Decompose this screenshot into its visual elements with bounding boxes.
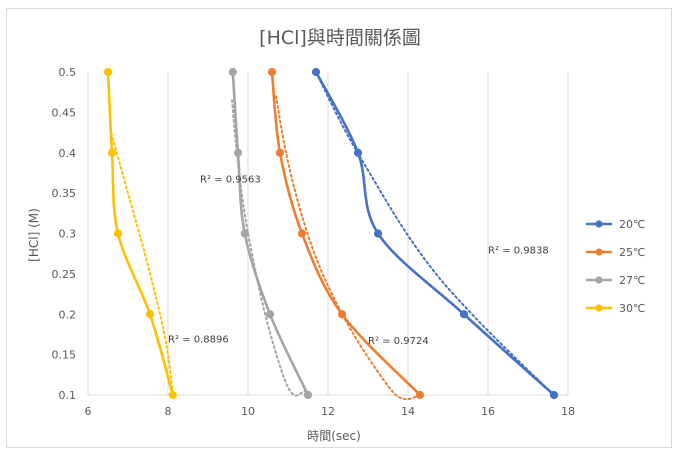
point-series-2-3 — [265, 310, 275, 319]
x-tick-label-1: 8 — [165, 405, 172, 418]
point-series-3-1 — [107, 148, 117, 157]
r-squared-label-3: R² = 0.8896 — [168, 335, 229, 346]
legend-marker-3 — [595, 304, 603, 312]
y-tick-label-8: 0.5 — [59, 66, 77, 79]
point-series-0-4 — [549, 390, 559, 400]
point-series-3-3 — [145, 310, 155, 319]
trendline-series-0 — [315, 71, 555, 396]
axes: 6 8 10 12 14 16 18 0.1 0.15 0.2 0.25 0.3 0.35 0.4 0.45… — [52, 66, 576, 418]
point-series-0-3 — [459, 310, 469, 319]
data-points — [103, 67, 559, 400]
point-series-1-0 — [267, 67, 277, 77]
point-series-2-4 — [303, 390, 313, 400]
point-series-1-4 — [415, 390, 425, 400]
legend-label-1: 25℃ — [619, 246, 645, 259]
r-squared-label-1: R² = 0.9724 — [368, 336, 429, 347]
x-tick-label-3: 12 — [321, 405, 335, 418]
point-series-0-2 — [373, 229, 383, 238]
point-series-1-2 — [297, 229, 307, 238]
y-tick-label-6: 0.4 — [59, 147, 77, 160]
y-tick-label-1: 0.15 — [52, 349, 77, 362]
legend-marker-1 — [595, 248, 603, 256]
legend-label-3: 30℃ — [619, 302, 645, 315]
series-line-0 — [314, 70, 556, 397]
x-tick-label-6: 18 — [561, 405, 575, 418]
point-series-2-0 — [228, 67, 237, 77]
legend-marker-2 — [595, 276, 603, 284]
trendline-series-3 — [109, 127, 174, 396]
legend-label-0: 20℃ — [619, 218, 645, 231]
r-squared-labels: R² = 0.9838 R² = 0.9724 R² = 0.9563 R² = 0.… — [168, 175, 549, 348]
grid — [87, 72, 569, 395]
point-series-3-2 — [113, 229, 123, 238]
series-lines — [106, 70, 556, 397]
x-tick-label-5: 16 — [481, 405, 495, 418]
point-series-2-2 — [240, 229, 249, 238]
x-tick-label-0: 6 — [85, 405, 92, 418]
legend: 20℃ 25℃ 27℃ 30℃ — [585, 218, 645, 315]
r-squared-label-2: R² = 0.9563 — [200, 175, 261, 186]
x-tick-label-2: 10 — [241, 405, 255, 418]
y-tick-label-5: 0.35 — [52, 187, 77, 200]
chart-title: [HCl]與時間關係圖 — [259, 27, 421, 49]
point-series-1-3 — [337, 310, 347, 319]
point-series-0-1 — [353, 148, 363, 157]
legend-marker-0 — [595, 220, 603, 228]
point-series-3-0 — [103, 67, 113, 77]
y-tick-label-4: 0.3 — [59, 228, 77, 241]
y-axis-label: [HCl] (M) — [27, 208, 41, 262]
x-axis-label: 時間(sec) — [307, 429, 361, 443]
point-series-3-4 — [168, 390, 177, 400]
trendlines — [109, 71, 555, 401]
point-series-1-1 — [275, 148, 285, 157]
x-tick-label-4: 14 — [401, 405, 415, 418]
point-series-0-0 — [311, 67, 321, 77]
r-squared-label-0: R² = 0.9838 — [488, 246, 549, 257]
legend-label-2: 27℃ — [619, 274, 645, 287]
y-tick-label-3: 0.25 — [52, 268, 77, 281]
trendline-series-1 — [275, 95, 421, 401]
trendline-series-2 — [231, 99, 309, 397]
y-tick-label-2: 0.2 — [59, 308, 77, 321]
y-tick-label-7: 0.45 — [52, 106, 77, 119]
point-series-2-1 — [233, 148, 243, 157]
y-tick-label-0: 0.1 — [59, 389, 77, 402]
